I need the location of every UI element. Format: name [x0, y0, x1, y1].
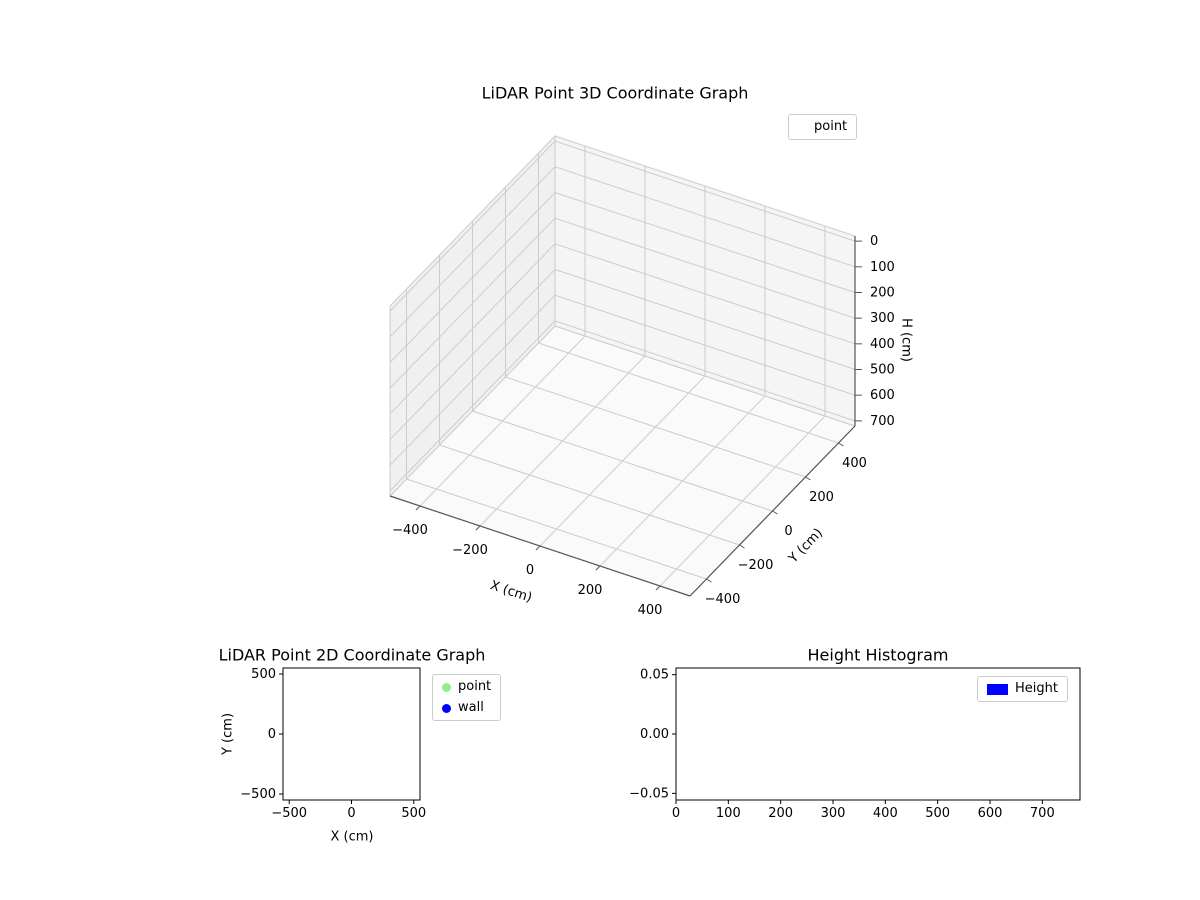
svg-text:300: 300: [821, 806, 846, 821]
svg-text:500: 500: [870, 363, 895, 378]
chart-2d-legend: point wall: [432, 674, 502, 721]
svg-text:100: 100: [870, 260, 895, 275]
svg-text:500: 500: [925, 806, 950, 821]
chart-3d-title: LiDAR Point 3D Coordinate Graph: [481, 83, 749, 103]
legend-entry-wall: wall: [442, 700, 491, 716]
chart-2d-title: LiDAR Point 2D Coordinate Graph: [218, 645, 486, 665]
svg-text:−500: −500: [271, 806, 307, 821]
svg-text:400: 400: [842, 456, 867, 471]
svg-text:0: 0: [784, 524, 792, 539]
chart-3d-legend: point: [788, 114, 858, 140]
svg-text:200: 200: [768, 806, 793, 821]
wall-marker-icon: [442, 703, 451, 713]
svg-text:200: 200: [870, 285, 895, 300]
svg-text:−400: −400: [392, 523, 428, 538]
hist-title: Height Histogram: [807, 645, 949, 665]
svg-text:0.05: 0.05: [640, 668, 669, 683]
svg-text:600: 600: [978, 806, 1003, 821]
svg-text:0: 0: [526, 563, 534, 578]
svg-text:0.00: 0.00: [640, 727, 669, 742]
legend-entry-point: point: [442, 679, 491, 695]
svg-text:0: 0: [870, 234, 878, 249]
svg-text:−500: −500: [240, 787, 276, 802]
chart-2d-ylabel: Y (cm): [220, 712, 236, 756]
svg-text:−200: −200: [738, 558, 774, 573]
height-bar-icon: [987, 683, 1008, 695]
point-marker-icon: [442, 682, 451, 692]
svg-text:0: 0: [268, 727, 276, 742]
svg-text:700: 700: [870, 414, 895, 429]
svg-text:300: 300: [870, 311, 895, 326]
legend-entry-height: Height: [987, 681, 1058, 697]
svg-text:−400: −400: [705, 592, 741, 607]
svg-text:700: 700: [1030, 806, 1055, 821]
point-marker-icon: [798, 122, 807, 132]
svg-text:0: 0: [672, 806, 680, 821]
svg-text:−200: −200: [452, 543, 488, 558]
svg-text:200: 200: [809, 490, 834, 505]
chart-3d-zlabel: H (cm): [898, 318, 914, 362]
svg-text:500: 500: [401, 806, 426, 821]
svg-text:0: 0: [347, 806, 355, 821]
svg-text:400: 400: [870, 337, 895, 352]
svg-text:200: 200: [578, 583, 603, 598]
legend-label-point: point: [458, 679, 492, 694]
svg-text:400: 400: [638, 603, 663, 618]
legend-label-point: point: [814, 119, 848, 134]
chart-2d-xlabel: X (cm): [330, 829, 374, 845]
hist-legend: Height: [977, 676, 1068, 702]
svg-text:600: 600: [870, 388, 895, 403]
svg-text:500: 500: [251, 667, 276, 682]
legend-label-height: Height: [1015, 681, 1058, 696]
svg-text:100: 100: [716, 806, 741, 821]
svg-text:400: 400: [873, 806, 898, 821]
legend-entry-point: point: [798, 119, 847, 135]
legend-label-wall: wall: [458, 700, 484, 715]
svg-text:−0.05: −0.05: [629, 786, 669, 801]
